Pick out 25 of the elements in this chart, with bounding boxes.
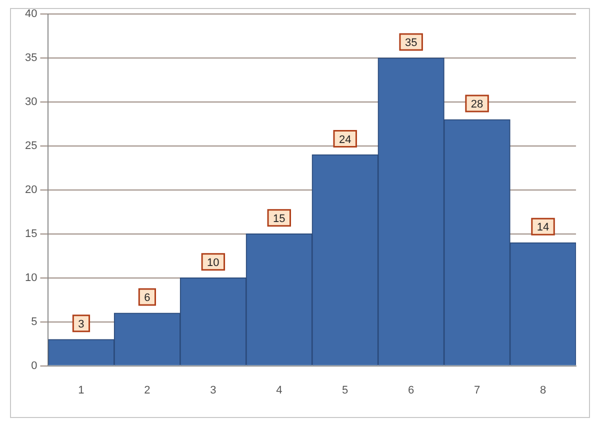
x-tick-label: 4 bbox=[276, 384, 282, 396]
x-tick-label: 3 bbox=[210, 384, 216, 396]
y-tick-label: 30 bbox=[24, 96, 38, 108]
y-tick-label: 20 bbox=[24, 184, 38, 196]
x-tick-label: 8 bbox=[540, 384, 546, 396]
data-label: 10 bbox=[207, 256, 220, 269]
y-tick-label: 25 bbox=[24, 140, 38, 152]
data-label: 6 bbox=[144, 292, 150, 304]
data-label: 3 bbox=[78, 318, 84, 330]
x-tick-label: 2 bbox=[144, 384, 150, 396]
data-label: 14 bbox=[536, 222, 550, 234]
data-label: 15 bbox=[273, 212, 286, 225]
x-tick-label: 6 bbox=[408, 384, 414, 396]
y-tick-label: 40 bbox=[24, 8, 38, 20]
data-label: 24 bbox=[338, 134, 352, 146]
data-label: 28 bbox=[470, 98, 484, 111]
x-tick-label: 5 bbox=[342, 384, 348, 396]
y-tick-label: 35 bbox=[24, 52, 38, 64]
y-tick-label: 15 bbox=[24, 228, 38, 240]
y-tick-label: 0 bbox=[31, 360, 38, 372]
y-tick-label: 10 bbox=[24, 272, 38, 284]
x-tick-label: 1 bbox=[78, 384, 84, 396]
y-tick-label: 5 bbox=[31, 316, 38, 328]
x-tick-label: 7 bbox=[474, 384, 480, 396]
data-label: 35 bbox=[404, 37, 418, 50]
